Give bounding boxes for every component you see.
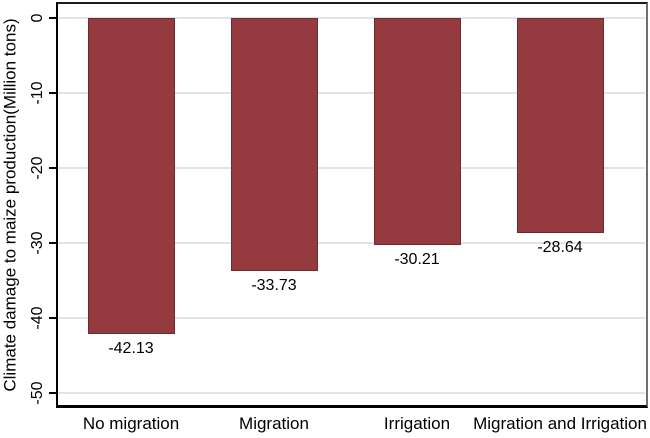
y-gridline [58,17,645,19]
y-tick-label: -50 [29,381,46,405]
bar-value-label: -30.21 [394,250,440,268]
x-category-label: Migration [239,414,309,433]
y-tick-label: -20 [29,156,46,180]
y-tick [49,392,58,394]
y-tick [49,92,58,94]
bar-value-label: -42.13 [108,339,154,357]
bar [516,18,604,233]
bar [373,18,461,245]
x-category-label: No migration [82,414,180,433]
y-tick [49,242,58,244]
bar-value-label: -28.64 [537,238,583,256]
y-gridline [58,167,645,169]
y-tick-label: -30 [29,231,46,255]
y-tick [49,317,58,319]
y-tick [49,17,58,19]
y-gridline [58,92,645,94]
y-axis-title: Climate damage to maize production(Milli… [0,18,20,392]
bar [87,18,175,334]
y-tick [49,167,58,169]
bar [230,18,318,271]
plot-area-frame [56,2,648,408]
y-tick-label: -10 [29,81,46,105]
y-gridline [58,392,645,394]
y-tick-label: 0 [29,13,46,23]
x-category-label: Migration and Irrigation [473,414,647,433]
y-tick-label: -40 [29,306,46,330]
y-gridline [58,242,645,244]
bar-value-label: -33.73 [251,276,297,294]
y-gridline [58,317,645,319]
x-category-label: Irrigation [383,414,451,433]
